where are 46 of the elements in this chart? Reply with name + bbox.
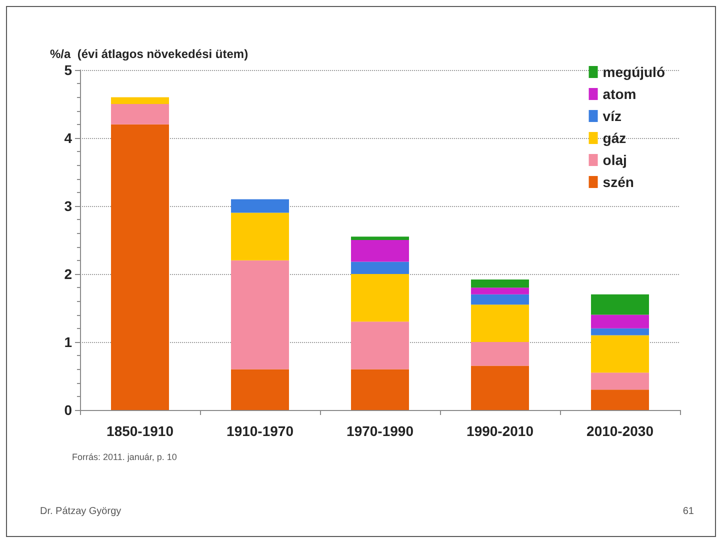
x-tick-label: 1970-1990 — [346, 423, 414, 439]
bar — [111, 97, 169, 104]
y-tick-label: 5 — [64, 62, 72, 78]
y-axis-title: %/a (évi átlagos növekedési ütem) — [50, 47, 248, 61]
text: 61 — [682, 506, 694, 517]
x-tick-label: 2010-2030 — [586, 423, 654, 439]
legend-label: szén — [602, 174, 634, 190]
x-tick-label: 1850-1910 — [106, 423, 174, 439]
text: Forrás: 2011. január, p. 10 — [72, 452, 177, 462]
bar — [471, 342, 529, 366]
bar — [111, 124, 169, 410]
bar — [351, 262, 409, 274]
bar — [231, 260, 289, 370]
bar — [591, 328, 649, 336]
bar — [591, 390, 649, 410]
x-tick-label: 1910-1970 — [226, 423, 294, 439]
y-tick-label: 3 — [64, 198, 72, 214]
bar — [351, 369, 409, 410]
bar — [111, 104, 169, 124]
y-tick-label: 2 — [64, 266, 72, 282]
legend-label: víz — [602, 108, 622, 124]
bar — [471, 366, 529, 410]
bar — [351, 240, 409, 262]
y-tick-label: 0 — [64, 402, 72, 418]
bar — [351, 236, 409, 240]
bar — [471, 288, 529, 294]
bar — [351, 322, 409, 370]
legend-label: gáz — [602, 130, 626, 146]
bar — [471, 294, 529, 305]
legend-label: olaj — [602, 152, 627, 168]
bar — [351, 274, 409, 322]
bar — [471, 304, 529, 342]
bar — [591, 294, 649, 315]
bar — [231, 369, 289, 410]
bar — [591, 314, 649, 328]
bar — [231, 212, 289, 260]
text: Dr. Pátzay György — [40, 506, 122, 517]
bar — [591, 335, 649, 373]
bar — [471, 279, 529, 288]
bar — [591, 372, 649, 390]
legend-label: atom — [602, 86, 636, 102]
x-tick-label: 1990-2010 — [466, 423, 534, 439]
y-tick-label: 4 — [64, 130, 72, 146]
legend-label: megújuló — [602, 64, 666, 80]
bar — [231, 199, 289, 213]
y-tick-label: 1 — [64, 334, 72, 350]
